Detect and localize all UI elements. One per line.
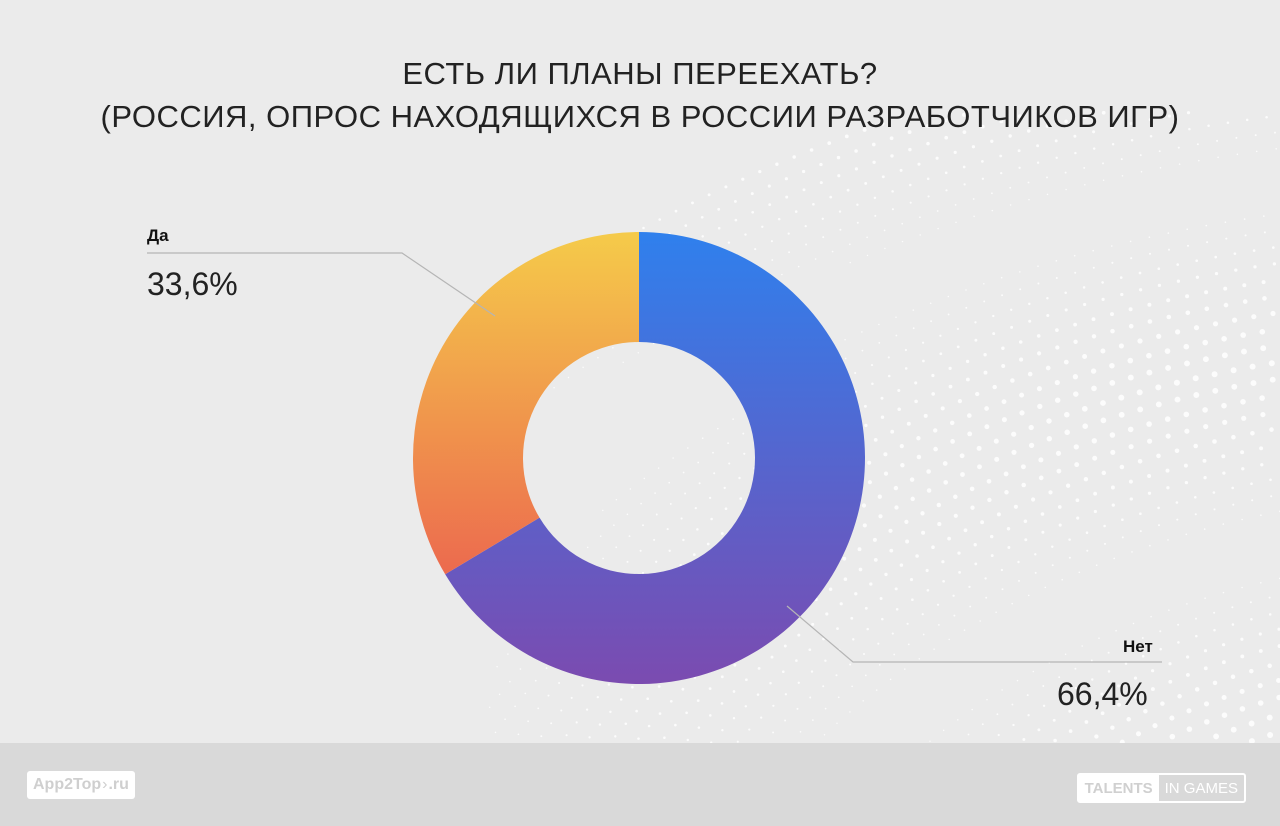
donut-slice-yes	[413, 232, 639, 575]
donut-chart	[147, 232, 1162, 684]
app2top-logo-tld: .ru	[108, 776, 129, 793]
dot-pattern-background	[471, 109, 1280, 743]
label-no-name: Нет	[1123, 637, 1153, 656]
donut-slice-no	[445, 232, 865, 684]
chart-title: ЕСТЬ ЛИ ПЛАНЫ ПЕРЕЕХАТЬ? (РОССИЯ, ОПРОС …	[0, 52, 1280, 138]
leader-line-no	[786, 605, 1162, 663]
label-yes-name: Да	[147, 226, 169, 245]
chart-title-line1: ЕСТЬ ЛИ ПЛАНЫ ПЕРЕЕХАТЬ?	[402, 56, 878, 91]
label-no-value: 66,4%	[1057, 676, 1148, 712]
in-games-logo-text: IN GAMES	[1164, 779, 1238, 797]
app2top-logo-main: App2Top	[33, 776, 102, 793]
leader-line-yes	[147, 252, 496, 317]
footer-bar: App2Top › .ru TALENTS IN GAMES	[0, 743, 1280, 826]
talents-logo-box: TALENTS	[1078, 775, 1159, 801]
label-yes-value: 33,6%	[147, 266, 238, 302]
talents-in-games-logo: TALENTS IN GAMES	[1076, 773, 1246, 803]
chart-canvas: ЕСТЬ ЛИ ПЛАНЫ ПЕРЕЕХАТЬ? (РОССИЯ, ОПРОС …	[0, 52, 1280, 743]
app2top-logo-chevron-icon: ›	[102, 776, 108, 793]
chart-title-line2: (РОССИЯ, ОПРОС НАХОДЯЩИХСЯ В РОССИИ РАЗР…	[100, 99, 1180, 134]
app2top-logo: App2Top › .ru	[27, 771, 135, 799]
